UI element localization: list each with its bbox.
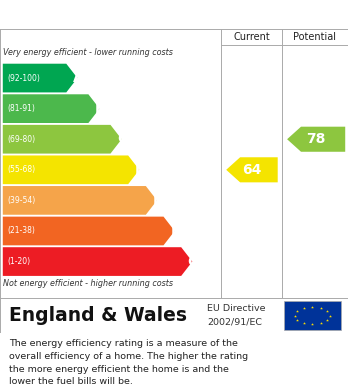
Polygon shape — [3, 125, 122, 154]
Text: (21-38): (21-38) — [7, 226, 35, 235]
Text: The energy efficiency rating is a measure of the
overall efficiency of a home. T: The energy efficiency rating is a measur… — [9, 339, 248, 386]
Text: (39-54): (39-54) — [7, 196, 35, 205]
Text: Very energy efficient - lower running costs: Very energy efficient - lower running co… — [3, 48, 173, 57]
FancyBboxPatch shape — [284, 301, 341, 330]
Text: Not energy efficient - higher running costs: Not energy efficient - higher running co… — [3, 279, 174, 288]
Text: B: B — [95, 102, 105, 116]
Text: Energy Efficiency Rating: Energy Efficiency Rating — [9, 7, 230, 22]
Polygon shape — [3, 186, 157, 215]
Text: England & Wales: England & Wales — [9, 306, 187, 325]
Text: Potential: Potential — [293, 32, 337, 42]
Text: F: F — [171, 224, 180, 238]
Polygon shape — [3, 156, 139, 184]
Text: C: C — [117, 132, 127, 146]
Text: (1-20): (1-20) — [7, 257, 30, 266]
Text: (55-68): (55-68) — [7, 165, 35, 174]
Text: Current: Current — [233, 32, 270, 42]
Polygon shape — [3, 217, 175, 245]
Polygon shape — [3, 247, 192, 276]
Text: (69-80): (69-80) — [7, 135, 35, 144]
Polygon shape — [3, 94, 100, 123]
Text: (81-91): (81-91) — [7, 104, 35, 113]
Text: G: G — [187, 255, 199, 269]
Polygon shape — [287, 127, 345, 152]
Text: A: A — [73, 71, 84, 85]
Polygon shape — [226, 157, 278, 182]
Text: (92-100): (92-100) — [7, 74, 40, 83]
Text: EU Directive
2002/91/EC: EU Directive 2002/91/EC — [207, 305, 266, 326]
Text: 64: 64 — [242, 163, 262, 177]
Text: 78: 78 — [307, 132, 326, 146]
Polygon shape — [3, 64, 77, 92]
Text: E: E — [153, 194, 163, 207]
Text: D: D — [134, 163, 146, 177]
